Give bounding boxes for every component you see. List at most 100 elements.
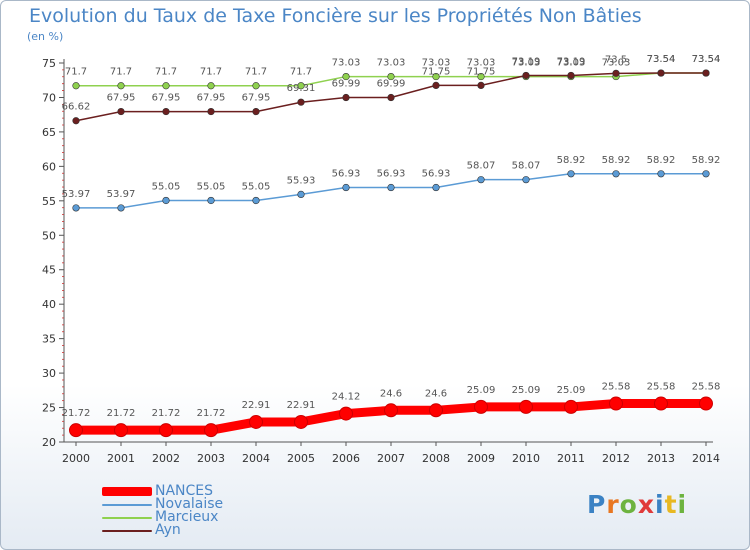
data-point-novalaise xyxy=(72,204,80,212)
data-point-marcieux xyxy=(72,82,80,90)
data-label-novalaise: 55.93 xyxy=(287,175,316,186)
data-point-marcieux xyxy=(162,82,170,90)
data-label-novalaise: 58.07 xyxy=(467,161,496,172)
data-point-nances xyxy=(519,399,533,414)
data-label-novalaise: 56.93 xyxy=(377,169,406,180)
data-label-nances: 22.91 xyxy=(287,400,316,411)
data-point-nances xyxy=(564,399,578,414)
data-point-nances xyxy=(699,396,713,411)
data-label-ayn: 71.75 xyxy=(422,66,451,77)
y-tick-label: 25 xyxy=(42,402,56,415)
data-point-nances xyxy=(69,423,83,438)
x-tick-label: 2000 xyxy=(62,452,90,465)
data-label-ayn: 67.95 xyxy=(152,93,181,104)
data-point-nances xyxy=(384,403,398,418)
x-tick-label: 2013 xyxy=(647,452,675,465)
data-label-novalaise: 58.92 xyxy=(602,155,631,166)
data-point-ayn xyxy=(567,71,575,80)
data-label-nances: 25.58 xyxy=(647,382,676,393)
data-label-novalaise: 55.05 xyxy=(242,181,271,192)
data-label-ayn: 73.19 xyxy=(512,56,541,67)
data-label-marcieux: 71.7 xyxy=(290,67,312,78)
data-point-nances xyxy=(654,396,668,411)
data-point-ayn xyxy=(702,69,710,77)
data-label-nances: 25.58 xyxy=(692,382,721,393)
data-point-nances xyxy=(294,414,308,429)
y-tick-label: 45 xyxy=(42,264,56,277)
data-label-ayn: 67.95 xyxy=(107,93,136,104)
data-label-nances: 21.72 xyxy=(197,408,226,419)
data-point-ayn xyxy=(522,71,530,80)
x-tick-label: 2014 xyxy=(692,452,720,465)
data-label-novalaise: 58.07 xyxy=(512,161,541,172)
data-label-novalaise: 58.92 xyxy=(557,155,586,166)
x-tick-label: 2009 xyxy=(467,452,495,465)
y-tick-label: 55 xyxy=(42,195,56,208)
data-label-nances: 25.58 xyxy=(602,382,631,393)
data-label-marcieux: 73.03 xyxy=(602,58,631,69)
data-label-novalaise: 56.93 xyxy=(422,169,451,180)
x-tick-label: 2001 xyxy=(107,452,135,465)
y-tick-label: 75 xyxy=(42,57,56,70)
proxiti-logo: Proxiti xyxy=(587,490,688,519)
data-point-nances xyxy=(339,406,353,421)
y-tick-label: 20 xyxy=(42,436,56,449)
data-label-ayn: 73.19 xyxy=(557,56,586,67)
data-label-marcieux: 73.54 xyxy=(692,54,721,65)
data-point-ayn xyxy=(252,107,260,116)
data-label-marcieux: 71.7 xyxy=(110,67,132,78)
x-tick-label: 2002 xyxy=(152,452,180,465)
x-tick-label: 2011 xyxy=(557,452,585,465)
data-label-marcieux: 73.03 xyxy=(332,58,361,69)
unit-label: (en %) xyxy=(27,30,64,43)
data-label-nances: 21.72 xyxy=(152,408,181,419)
data-point-ayn xyxy=(297,98,305,106)
data-point-nances xyxy=(429,403,443,418)
x-tick-label: 2003 xyxy=(197,452,225,465)
x-tick-label: 2005 xyxy=(287,452,315,465)
data-label-ayn: 73.54 xyxy=(647,54,676,65)
data-point-novalaise xyxy=(342,183,350,192)
data-label-nances: 21.72 xyxy=(107,408,136,419)
data-point-novalaise xyxy=(162,196,170,205)
data-point-novalaise xyxy=(567,170,575,178)
x-tick-label: 2006 xyxy=(332,452,360,465)
data-label-novalaise: 55.05 xyxy=(152,181,181,192)
data-point-novalaise xyxy=(702,170,710,178)
legend-item: Novalaise xyxy=(102,497,223,511)
data-label-novalaise: 53.97 xyxy=(107,189,136,200)
data-point-ayn xyxy=(342,93,350,102)
data-point-marcieux xyxy=(252,82,260,90)
data-point-novalaise xyxy=(522,176,530,184)
data-point-marcieux xyxy=(342,72,350,81)
data-point-ayn xyxy=(657,69,665,77)
data-label-ayn: 67.95 xyxy=(242,93,271,104)
data-point-novalaise xyxy=(207,196,215,205)
data-point-ayn xyxy=(477,81,485,89)
legend-label: Marcieux xyxy=(155,509,219,525)
data-label-nances: 25.09 xyxy=(557,385,586,396)
legend-item: Ayn xyxy=(102,523,223,537)
data-label-nances: 21.72 xyxy=(62,408,91,419)
data-point-nances xyxy=(249,414,263,429)
data-point-nances xyxy=(159,423,173,438)
data-label-marcieux: 73.03 xyxy=(377,58,406,69)
data-point-novalaise xyxy=(432,183,440,192)
data-point-novalaise xyxy=(612,170,620,178)
data-point-novalaise xyxy=(117,204,125,212)
data-label-marcieux: 71.7 xyxy=(65,67,87,78)
data-point-marcieux xyxy=(117,82,125,90)
legend-swatch xyxy=(102,516,152,519)
data-label-marcieux: 73.03 xyxy=(422,58,451,69)
legend-item: NANCES xyxy=(102,484,223,498)
chart-title: Evolution du Taux de Taxe Foncière sur l… xyxy=(29,5,642,27)
data-label-marcieux: 71.7 xyxy=(245,67,267,78)
data-point-marcieux xyxy=(297,82,305,90)
data-label-novalaise: 55.05 xyxy=(197,181,226,192)
data-label-nances: 24.6 xyxy=(380,388,402,399)
legend-swatch xyxy=(102,487,152,496)
data-point-ayn xyxy=(612,69,620,77)
data-point-marcieux xyxy=(207,82,215,90)
